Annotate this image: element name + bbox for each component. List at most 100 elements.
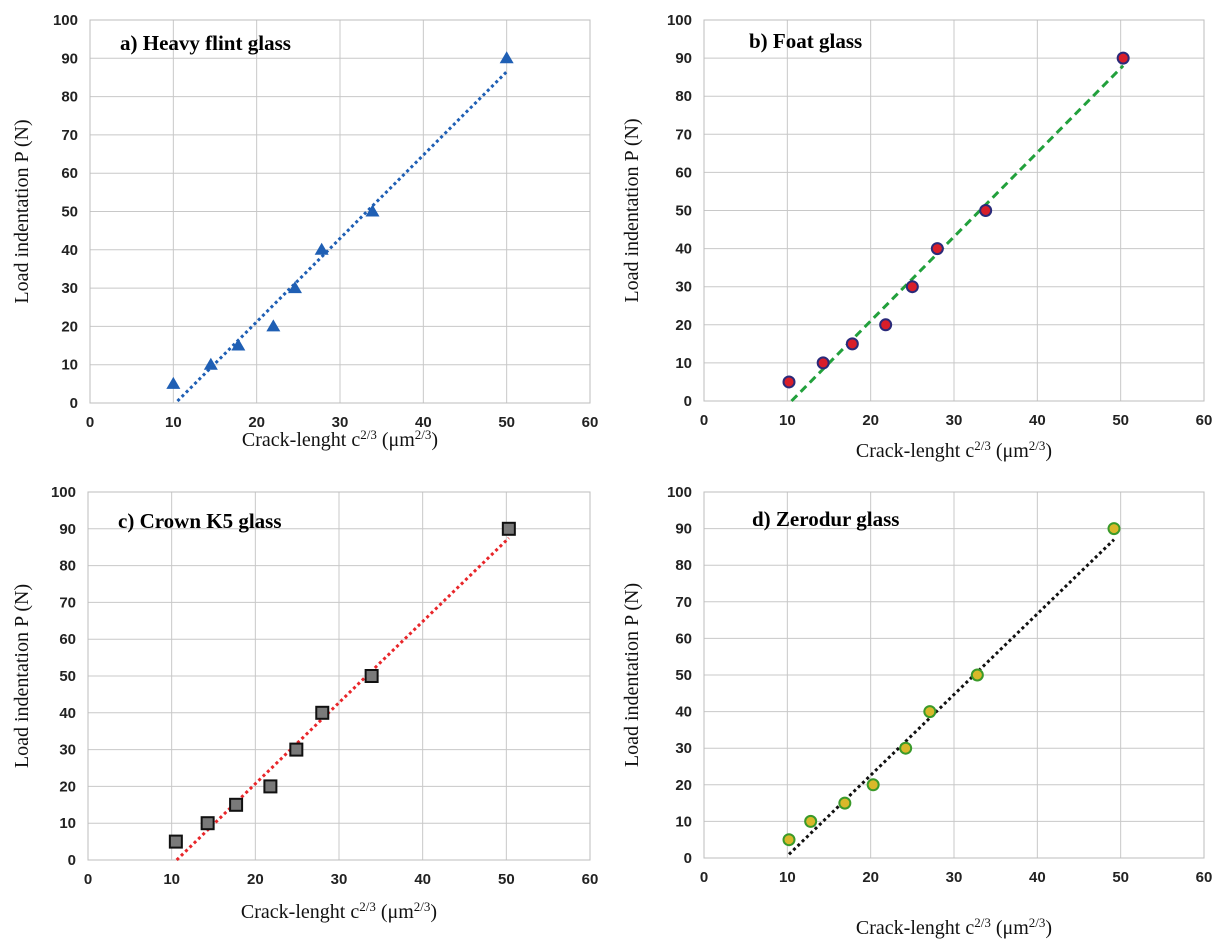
plot-frame: [89, 19, 591, 404]
trend-line: [787, 538, 1116, 856]
x-axis-label-sup: 2/3: [1029, 915, 1046, 930]
x-axis-label-sup: 2/3: [414, 899, 431, 914]
x-tick-label: 30: [946, 412, 963, 429]
x-axis-label-sup: 2/3: [974, 915, 991, 930]
data-point: [782, 375, 796, 389]
x-axis-label-part: (μm: [991, 917, 1029, 939]
y-tick-label: 60: [675, 164, 692, 181]
data-point: [970, 668, 984, 682]
y-tick-label: 60: [59, 631, 76, 648]
y-tick-label: 50: [61, 204, 78, 221]
data-point: [923, 705, 937, 719]
data-point: [501, 521, 516, 536]
x-axis-label-part: Crack-lenght c: [242, 429, 360, 451]
data-point: [263, 779, 278, 794]
data-point: [266, 319, 281, 332]
data-points: [782, 522, 1121, 847]
y-tick-label: 70: [675, 126, 692, 143]
y-tick-label: 100: [667, 484, 692, 501]
chart-title: b) Foat glass: [749, 29, 862, 53]
y-tick-label: 30: [675, 740, 692, 757]
x-tick-label: 30: [332, 414, 349, 431]
grid: [87, 491, 591, 861]
data-point: [879, 318, 893, 332]
data-point: [229, 797, 244, 812]
trend-line: [790, 64, 1125, 403]
x-axis-label: Crack-lenght c2/3 (μm2/3): [242, 427, 438, 452]
y-tick-label: 10: [59, 815, 76, 832]
x-axis-label-part: Crack-lenght c: [856, 440, 974, 462]
chart-panel-a: 0 10 20 30 40 50 60 0 10 20 30 40 50 60 70 80 90 100 a) He…: [0, 0, 612, 472]
data-point: [979, 204, 993, 217]
x-tick-label: 40: [1029, 869, 1046, 886]
x-axis-label-part: ): [431, 429, 438, 451]
y-tick-label: 10: [675, 355, 692, 372]
x-tick-label: 40: [414, 871, 431, 888]
y-axis-label: Load indentation P (N): [11, 119, 33, 303]
y-tick-label: 80: [61, 89, 78, 106]
data-point: [288, 281, 302, 294]
x-axis-label-sup: 2/3: [974, 438, 991, 453]
y-tick-label: 90: [675, 521, 692, 538]
y-tick-label: 20: [59, 778, 76, 795]
chart-c-crown-k5: 0 10 20 30 40 50 60 0 10 20 30 40 50 60 70 80 90 100 c) Cr…: [11, 484, 598, 923]
y-axis-label: Load indentation P (N): [621, 583, 643, 767]
x-axis-label-part: (μm: [376, 901, 414, 923]
x-tick-label: 20: [248, 414, 265, 431]
y-tick-label: 40: [61, 242, 78, 259]
chart-title: d) Zerodur glass: [752, 507, 899, 531]
x-tick-label: 0: [86, 414, 94, 431]
x-axis-label: Crack-lenght c2/3 (μm2/3): [856, 438, 1052, 463]
tick-labels: 0 10 20 30 40 50 60 0 10 20 30 40 50 60 70 80 90 100: [667, 484, 1212, 886]
y-tick-label: 80: [675, 88, 692, 105]
y-tick-label: 40: [675, 241, 692, 258]
data-point: [816, 356, 830, 370]
y-tick-label: 50: [59, 668, 76, 685]
y-tick-label: 40: [675, 704, 692, 721]
x-tick-label: 50: [1112, 412, 1129, 429]
x-tick-label: 50: [498, 414, 515, 431]
y-tick-label: 90: [59, 521, 76, 538]
chart-panel-b: 0 10 20 30 40 50 60 0 10 20 30 40 50 60 70 80 90 100 b) Fo…: [612, 0, 1223, 472]
y-tick-label: 0: [68, 852, 76, 869]
trend-line: [176, 70, 508, 403]
data-point: [499, 51, 514, 64]
tick-labels: 0 10 20 30 40 50 60 0 10 20 30 40 50 60 70 80 90 100: [53, 12, 598, 431]
y-tick-label: 0: [684, 850, 692, 867]
data-points: [166, 51, 514, 389]
data-point: [203, 357, 218, 370]
x-axis-label-part: (μm: [991, 440, 1029, 462]
y-tick-label: 10: [675, 813, 692, 830]
x-axis-label-sup: 2/3: [1029, 438, 1046, 453]
y-axis-label: Load indentation P (N): [621, 118, 643, 302]
x-axis-label-part: Crack-lenght c: [856, 917, 974, 939]
x-axis-label-part: (μm: [377, 429, 415, 451]
x-tick-label: 20: [862, 412, 879, 429]
data-point: [838, 796, 852, 810]
plot-frame: [703, 19, 1205, 402]
chart-d-zerodur: 0 10 20 30 40 50 60 0 10 20 30 40 50 60 70 80 90 100 d) Ze…: [621, 484, 1212, 939]
data-point: [200, 816, 215, 831]
chart-title: c) Crown K5 glass: [118, 509, 282, 533]
x-axis-label-sup: 2/3: [360, 427, 377, 442]
data-point: [314, 242, 329, 255]
x-tick-label: 60: [1196, 412, 1213, 429]
tick-labels: 0 10 20 30 40 50 60 0 10 20 30 40 50 60 70 80 90 100: [667, 12, 1212, 429]
y-axis-label: Load indentation P (N): [11, 584, 33, 768]
x-tick-label: 60: [1196, 869, 1213, 886]
y-tick-label: 70: [59, 594, 76, 611]
y-tick-label: 30: [675, 279, 692, 296]
x-axis-label-sup: 2/3: [359, 899, 376, 914]
x-tick-label: 0: [84, 871, 92, 888]
x-axis-label-part: ): [1045, 917, 1052, 939]
x-tick-label: 10: [165, 414, 182, 431]
y-tick-label: 80: [675, 557, 692, 574]
y-tick-label: 70: [675, 594, 692, 611]
x-tick-label: 40: [1029, 412, 1046, 429]
y-tick-label: 100: [53, 12, 78, 29]
trend-line: [175, 536, 510, 862]
y-tick-label: 90: [675, 50, 692, 67]
data-point: [845, 337, 859, 351]
y-tick-label: 50: [675, 667, 692, 684]
data-points: [168, 521, 516, 849]
